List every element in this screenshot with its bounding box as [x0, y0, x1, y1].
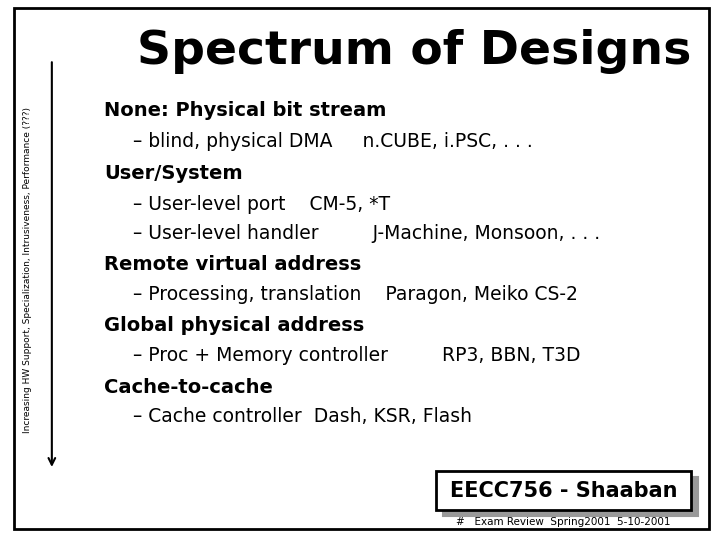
Text: Cache-to-cache: Cache-to-cache [104, 377, 274, 397]
Text: – Processing, translation    Paragon, Meiko CS-2: – Processing, translation Paragon, Meiko… [133, 285, 578, 304]
Text: User/System: User/System [104, 164, 243, 184]
Text: Increasing HW Support, Specialization, Intrusiveness, Performance (???): Increasing HW Support, Specialization, I… [23, 107, 32, 433]
FancyBboxPatch shape [14, 8, 709, 529]
Text: – Cache controller  Dash, KSR, Flash: – Cache controller Dash, KSR, Flash [133, 407, 472, 427]
FancyBboxPatch shape [443, 477, 698, 516]
FancyBboxPatch shape [436, 471, 691, 510]
Text: Spectrum of Designs: Spectrum of Designs [137, 29, 691, 74]
Text: EECC756 - Shaaban: EECC756 - Shaaban [450, 481, 677, 501]
Text: Global physical address: Global physical address [104, 316, 364, 335]
Text: None: Physical bit stream: None: Physical bit stream [104, 101, 387, 120]
Text: – Proc + Memory controller         RP3, BBN, T3D: – Proc + Memory controller RP3, BBN, T3D [133, 346, 581, 365]
Text: – blind, physical DMA     n.CUBE, i.PSC, . . .: – blind, physical DMA n.CUBE, i.PSC, . .… [133, 132, 533, 151]
Text: – User-level handler         J-Machine, Monsoon, . . .: – User-level handler J-Machine, Monsoon,… [133, 224, 600, 243]
Text: Remote virtual address: Remote virtual address [104, 255, 361, 274]
Text: #   Exam Review  Spring2001  5-10-2001: # Exam Review Spring2001 5-10-2001 [456, 517, 670, 527]
Text: – User-level port    CM-5, *T: – User-level port CM-5, *T [133, 194, 390, 214]
